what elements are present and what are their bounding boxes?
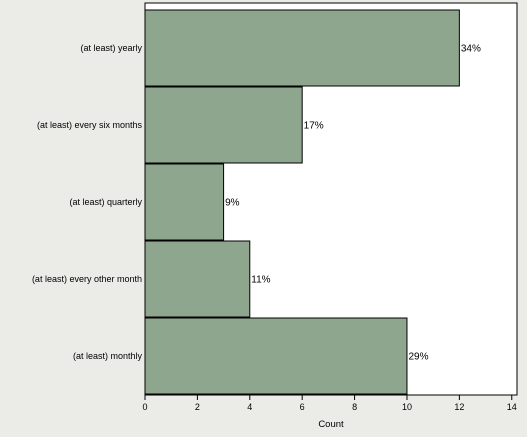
data-label-group: 34% 17% 9% 11% 29%: [225, 44, 481, 363]
x-tick-label: 8: [352, 402, 357, 412]
category-label-group: (at least) yearly (at least) every six mo…: [32, 43, 143, 361]
category-label: (at least) every other month: [32, 274, 142, 284]
bar: [144, 86, 303, 164]
category-label: (at least) quarterly: [69, 197, 142, 207]
plot-frame: [144, 2, 518, 396]
data-label: 11%: [251, 275, 270, 286]
bar: [144, 317, 408, 395]
bar: [144, 240, 251, 318]
bar: [144, 163, 225, 241]
x-axis: 0 2 4 6 8 10 12 14: [142, 395, 517, 412]
bar: [144, 9, 460, 87]
x-tick-label: 14: [507, 402, 517, 412]
x-tick-label: 0: [142, 402, 147, 412]
category-label: (at least) monthly: [73, 351, 143, 361]
x-axis-title: Count: [318, 419, 344, 430]
x-tick-label: 10: [402, 402, 412, 412]
x-tick-label: 4: [247, 402, 252, 412]
bar-group: [144, 9, 460, 395]
x-tick-label: 2: [195, 402, 200, 412]
category-label: (at least) yearly: [80, 43, 142, 53]
data-label: 34%: [461, 44, 481, 55]
category-label: (at least) every six months: [37, 120, 143, 130]
x-tick-label: 12: [454, 402, 464, 412]
x-tick-label: 6: [300, 402, 305, 412]
data-label: 9%: [225, 198, 240, 209]
data-label: 17%: [304, 121, 324, 132]
data-label: 29%: [408, 352, 428, 363]
